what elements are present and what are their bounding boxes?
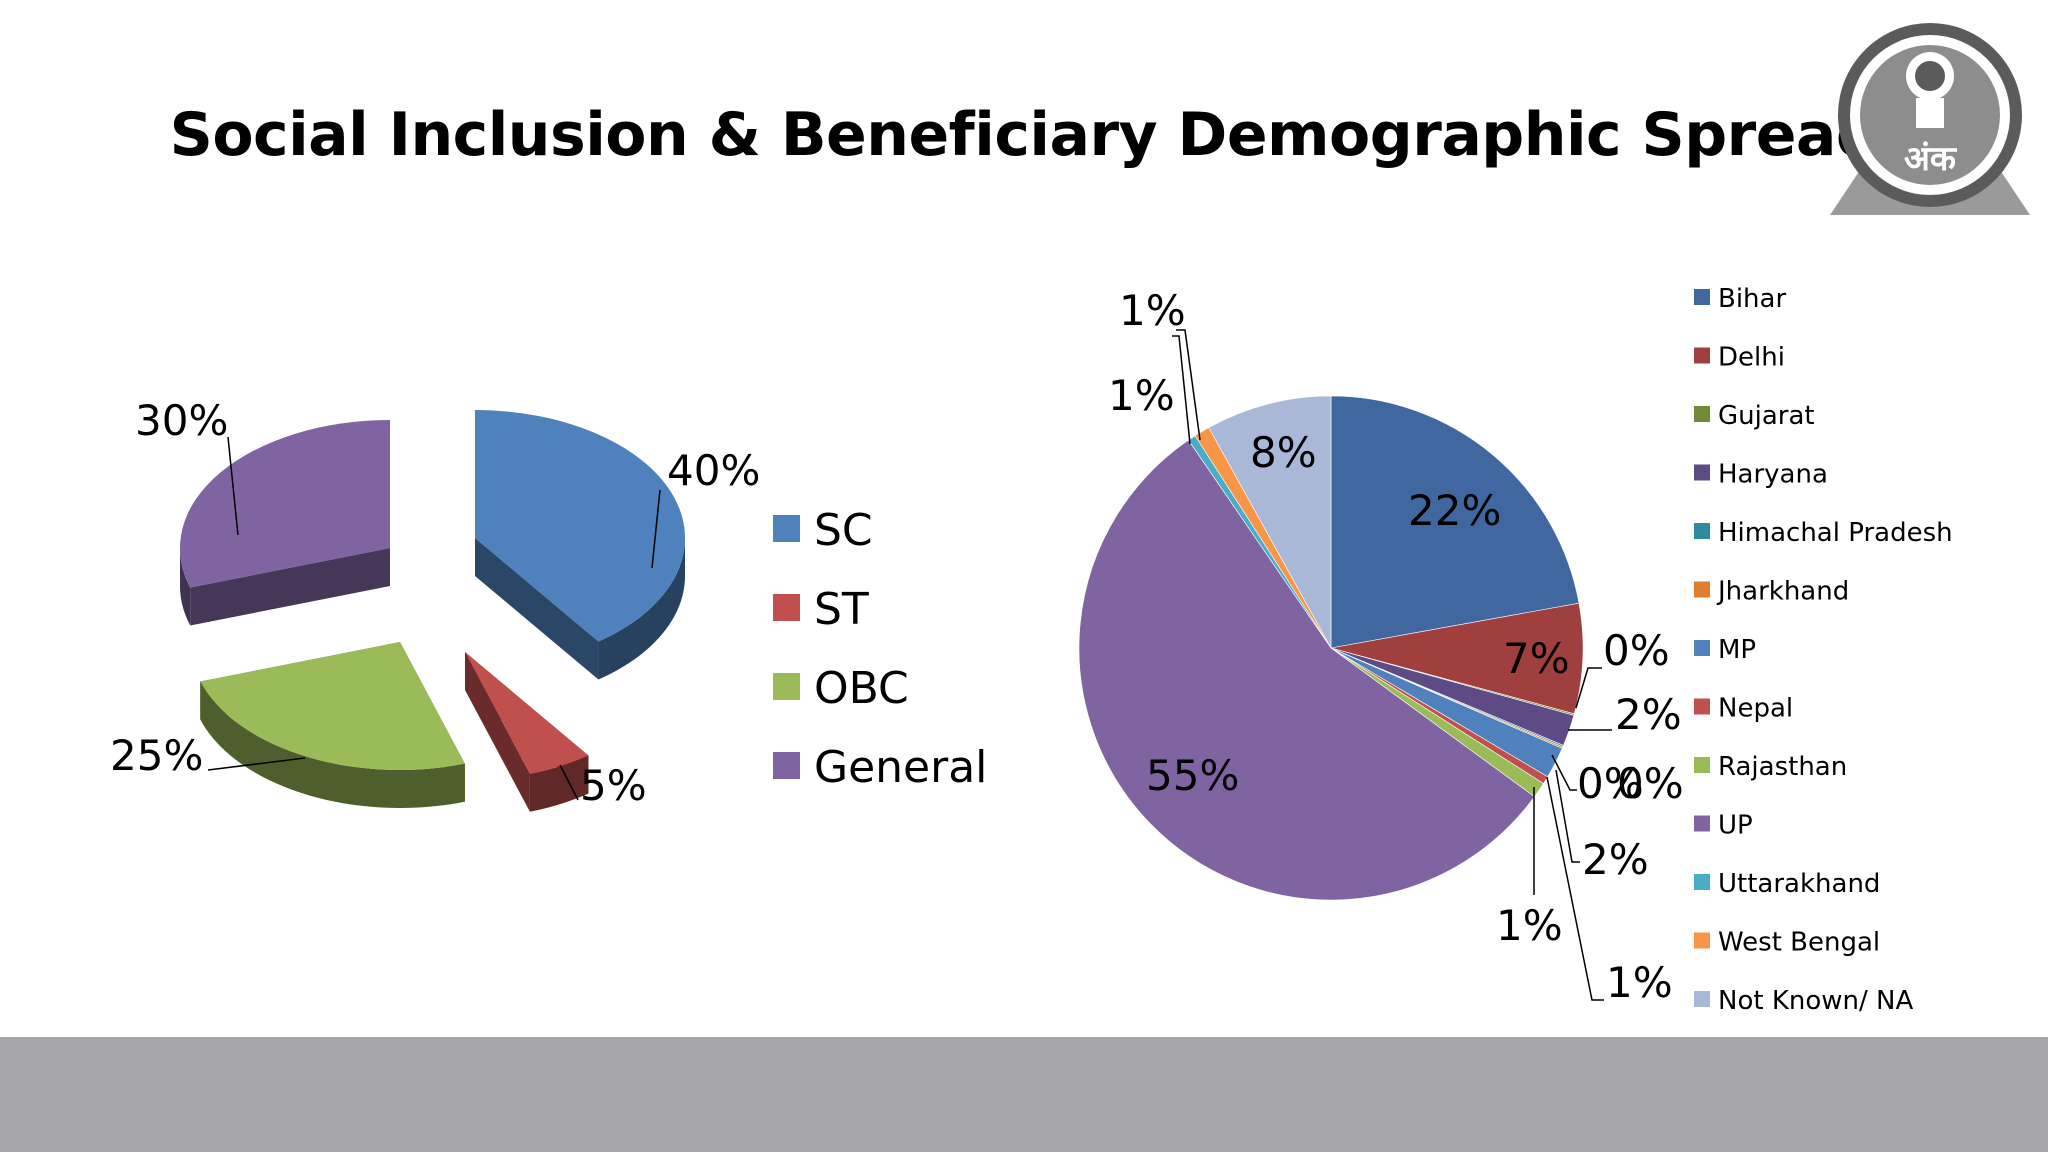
legend-swatch-nepal	[1694, 698, 1710, 715]
slice-not-known-na	[1208, 395, 1332, 650]
legend-label-gujarat: Gujarat	[1718, 401, 1815, 431]
data-label-up: 55%	[1146, 751, 1239, 800]
legend-label-delhi: Delhi	[1718, 343, 1785, 373]
legend-swatch-delhi	[1694, 347, 1710, 364]
legend-label-obc: OBC	[814, 663, 909, 714]
data-label-west-bengal: 1%	[1119, 286, 1186, 335]
leader-line-uttarakhand	[1172, 335, 1191, 445]
legend-label-nepal: Nepal	[1718, 694, 1793, 724]
legend-swatch-west-bengal	[1694, 932, 1710, 949]
leader-line-nepal	[1546, 776, 1604, 1001]
legend-swatch-bihar	[1694, 289, 1710, 305]
leader-line-general	[227, 436, 239, 536]
legend-swatch-himachal-pradesh	[1694, 523, 1710, 539]
legend-label-haryana: Haryana	[1718, 460, 1828, 490]
data-label-bihar: 22%	[1408, 486, 1501, 535]
legend-label-uttarakhand: Uttarakhand	[1718, 869, 1880, 899]
legend-swatch-st	[773, 594, 800, 621]
data-label-delhi: 7%	[1503, 634, 1570, 683]
slice-obc	[200, 642, 465, 808]
legend-label-rajasthan: Rajasthan	[1718, 752, 1847, 782]
slice-bihar	[1330, 395, 1580, 649]
legend-swatch-haryana	[1694, 464, 1710, 481]
logo-text: अंक	[1904, 139, 1958, 179]
data-label-mp: 2%	[1582, 835, 1649, 884]
data-label-general: 30%	[135, 396, 228, 445]
slice-st	[465, 652, 589, 812]
legend-swatch-not-known-na	[1694, 991, 1710, 1007]
data-label-st: 5%	[580, 761, 647, 810]
data-label-rajasthan: 1%	[1496, 901, 1563, 950]
data-label-haryana: 2%	[1615, 690, 1682, 739]
leader-line-himachal-pradesh	[1551, 754, 1577, 791]
legend-swatch-mp	[1694, 640, 1710, 656]
legend-swatch-sc	[773, 515, 800, 542]
pie-slices	[1078, 395, 1584, 901]
slide-title: Social Inclusion & Beneficiary Demograph…	[169, 100, 1879, 170]
data-label-uttarakhand: 1%	[1108, 371, 1175, 420]
anka-logo-icon: अंक	[1830, 23, 2030, 215]
data-label-sc: 40%	[667, 446, 760, 495]
slice-delhi	[1330, 602, 1584, 715]
legend-label-west-bengal: West Bengal	[1718, 928, 1880, 958]
data-label-gujarat: 0%	[1603, 626, 1670, 675]
footer-bar	[0, 1037, 2048, 1152]
legend-swatch-uttarakhand	[1694, 874, 1710, 890]
legend-label-general: General	[814, 742, 987, 793]
leader-line-gujarat	[1575, 667, 1602, 709]
data-label-jharkhand: 0%	[1617, 759, 1684, 808]
legend-label-st: ST	[814, 584, 869, 635]
leader-line-mp	[1555, 769, 1580, 863]
leader-line-sc	[651, 489, 661, 569]
data-label-not-known-na: 8%	[1250, 428, 1317, 477]
legend-label-mp: MP	[1718, 635, 1756, 665]
legend-label-himachal-pradesh: Himachal Pradesh	[1718, 518, 1953, 548]
slice-sc	[475, 410, 686, 680]
legend-swatch-up	[1694, 815, 1710, 832]
slice-up	[1078, 439, 1535, 901]
legend-swatch-obc	[773, 673, 800, 700]
leader-line-west-bengal	[1176, 329, 1201, 441]
legend-label-sc: SC	[814, 505, 873, 556]
logo-head-inner	[1915, 61, 1945, 91]
legend-label-not-known-na: Not Known/ NA	[1718, 986, 1913, 1016]
slice-general	[180, 420, 390, 626]
legend-swatch-general	[773, 752, 800, 779]
legend-swatch-rajasthan	[1694, 757, 1710, 773]
legend-label-bihar: Bihar	[1718, 284, 1786, 314]
legend-swatch-jharkhand	[1694, 581, 1710, 598]
leader-line-obc	[207, 757, 306, 771]
legend-label-jharkhand: Jharkhand	[1716, 577, 1849, 607]
logo-body	[1916, 98, 1944, 128]
legend-swatch-gujarat	[1694, 406, 1710, 422]
data-label-nepal: 1%	[1606, 958, 1673, 1007]
data-label-himachal-pradesh: 0%	[1577, 759, 1644, 808]
data-label-obc: 25%	[110, 731, 203, 780]
leader-line-st	[559, 764, 579, 801]
legend-label-up: UP	[1718, 811, 1753, 841]
